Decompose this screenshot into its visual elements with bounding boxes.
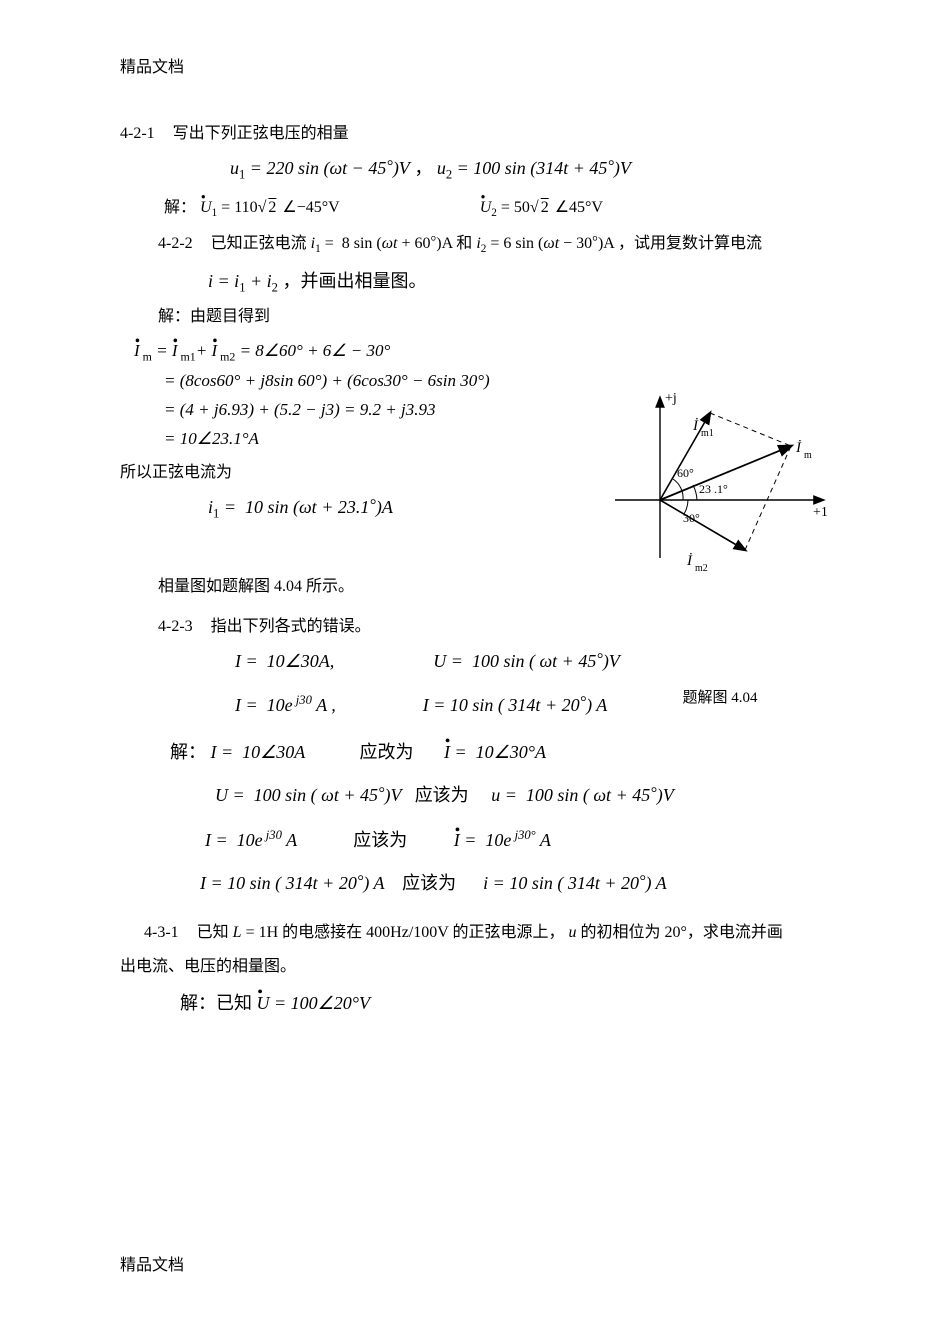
svg-text:30°: 30° bbox=[683, 511, 700, 525]
svg-text:+j: +j bbox=[665, 391, 677, 406]
svg-text:60°: 60° bbox=[677, 466, 694, 480]
eq-u: u1 = 220 sin (ωt − 45°)V ， u2 = 100 sin … bbox=[230, 154, 845, 185]
svg-text:İ: İ bbox=[686, 553, 693, 569]
svg-text:İ: İ bbox=[692, 418, 699, 434]
label-421: 4-2-1 bbox=[120, 125, 155, 142]
svg-text:m1: m1 bbox=[701, 428, 714, 439]
svg-text:+1: +1 bbox=[813, 505, 828, 520]
title-423: 指出下列各式的错误。 bbox=[211, 618, 371, 635]
svg-text:23 .1°: 23 .1° bbox=[699, 482, 728, 496]
sollbl-431: 解：已知 bbox=[180, 993, 252, 1013]
sol-lbl-423: 解： bbox=[170, 742, 206, 762]
fix4: 应该为 bbox=[402, 873, 456, 893]
problem-4-2-2: 4-2-2 已知正弦电流 i1 = 8 sin (ωt + 60°)A 和 i2… bbox=[158, 231, 845, 259]
svg-text:m2: m2 bbox=[695, 563, 708, 574]
footer-label: 精品文档 bbox=[120, 1253, 184, 1279]
txtb-431: 的电感接在 400Hz/100V 的正弦电源上， bbox=[282, 924, 564, 941]
svg-text:m: m bbox=[804, 450, 812, 461]
fix2: 应该为 bbox=[415, 785, 469, 805]
txta-431: 已知 bbox=[197, 924, 233, 941]
fix1: 应改为 bbox=[359, 742, 413, 762]
txtd-431: 出电流、电压的相量图。 bbox=[120, 954, 845, 980]
label-431: 4-3-1 bbox=[144, 924, 179, 941]
phasor-diagram: +j +1 İ m1 İ m İ m2 60° 23 .1° 30° 题解图 4… bbox=[605, 390, 835, 710]
title-421: 写出下列正弦电压的相量 bbox=[173, 125, 349, 142]
sol4-423: I = 10 sin ( 314t + 20°) A 应该为 i = 10 si… bbox=[200, 869, 845, 898]
u-431: u bbox=[569, 924, 577, 941]
sol-431: 解：已知 U = 100∠20°V bbox=[180, 989, 845, 1018]
tail-422: ，试用复数计算电流 bbox=[618, 235, 762, 252]
problem-4-2-1: 4-2-1 写出下列正弦电压的相量 bbox=[120, 121, 845, 147]
sol-label: 解： bbox=[164, 199, 196, 216]
sol3-423: I = 10e j30 A 应该为 I = 10e j30° A bbox=[205, 825, 845, 855]
fix3: 应该为 bbox=[353, 830, 407, 850]
sol-421: 解： U1 = 110√2 ∠−45°V U2 = 50√2 ∠45°V bbox=[164, 195, 845, 223]
label-422: 4-2-2 bbox=[158, 235, 193, 252]
header-label: 精品文档 bbox=[120, 55, 845, 81]
fig-caption: 题解图 4.04 bbox=[605, 686, 835, 710]
label-423: 4-2-3 bbox=[158, 618, 193, 635]
txt-422a: 已知正弦电流 bbox=[211, 235, 307, 252]
sol1-423: 解： I = 10∠30A 应改为 I = 10∠30°A bbox=[170, 738, 845, 767]
sol-header-422: 解：由题目得到 bbox=[158, 304, 845, 330]
txtc-431: 的初相位为 20°，求电流并画 bbox=[581, 924, 783, 941]
eq-sum-422: i = i1 + i2 ，并画出相量图。 bbox=[208, 267, 845, 298]
problem-4-3-1: 4-3-1 已知 L = 1H 的电感接在 400Hz/100V 的正弦电源上，… bbox=[144, 920, 845, 946]
phasor-svg: +j +1 İ m1 İ m İ m2 60° 23 .1° 30° bbox=[605, 390, 835, 585]
sol2-423: U = 100 sin ( ωt + 45°)V 应该为 u = 100 sin… bbox=[215, 781, 845, 810]
svg-text:İ: İ bbox=[795, 440, 802, 456]
mid-422: 和 bbox=[456, 235, 476, 252]
